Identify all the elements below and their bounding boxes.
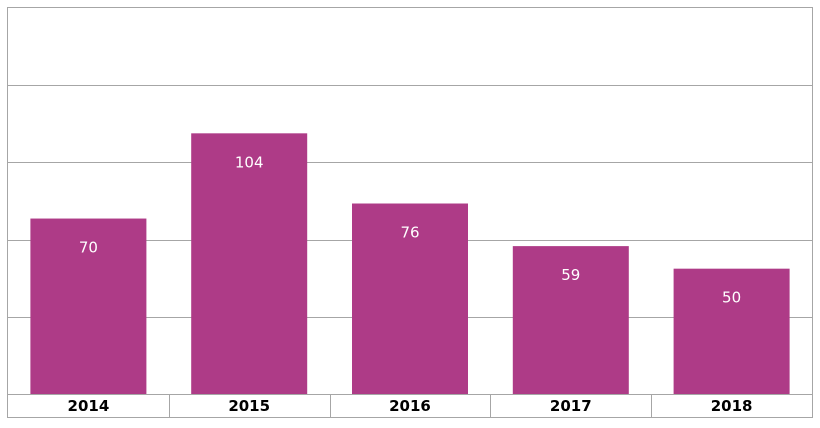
- bar: [352, 203, 468, 394]
- data-label: 59: [561, 266, 580, 284]
- value-labels: 70 104 76 59 50: [79, 153, 741, 306]
- bar: [30, 218, 147, 394]
- bar: [673, 268, 790, 394]
- data-label: 76: [400, 224, 419, 242]
- x-tick-label: 2014: [68, 397, 110, 415]
- data-label: 70: [79, 239, 98, 257]
- bar: [512, 246, 629, 394]
- x-tick-label: 2016: [389, 397, 431, 415]
- plot-frame: [7, 7, 813, 418]
- x-tick-label: 2015: [228, 397, 270, 415]
- bar: [191, 133, 308, 394]
- category-axis: 2014 2015 2016 2017 2018: [68, 397, 753, 415]
- data-label: 50: [722, 289, 741, 307]
- data-label: 104: [235, 153, 264, 171]
- x-tick-label: 2017: [550, 397, 592, 415]
- bars: [30, 133, 790, 394]
- x-tick-label: 2018: [711, 397, 753, 415]
